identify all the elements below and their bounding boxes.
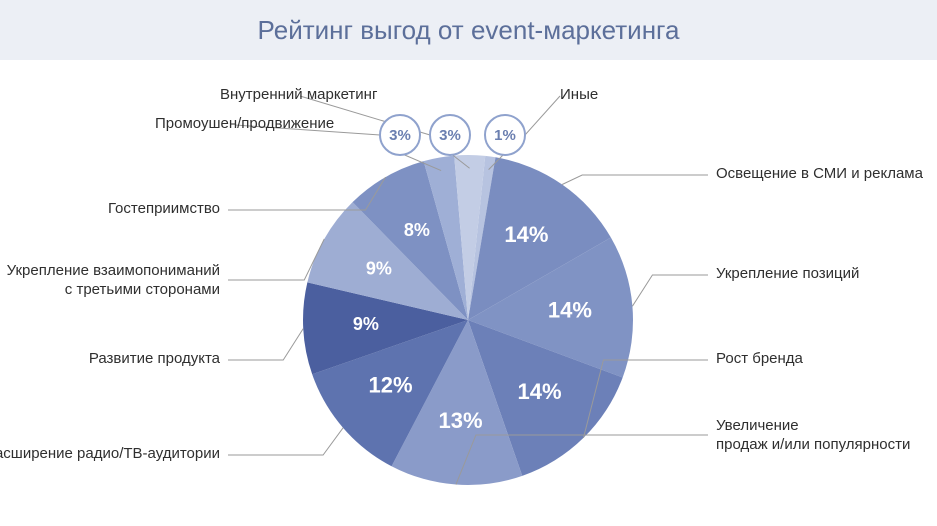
chart-title: Рейтинг выгод от event-маркетинга [258, 15, 680, 46]
slice-label: Развитие продукта [89, 350, 220, 369]
chart-area: 14% 14% 14% 13% 12% 9% 9% 8% 1% 3% 3% Иные Освещени… [0, 60, 937, 526]
chart-header: Рейтинг выгод от event-маркетинга [0, 0, 937, 60]
slice-label: Расширение радио/ТВ-аудитории [0, 445, 220, 464]
slice-label: Увеличениепродаж и/или популярности [716, 417, 910, 455]
slice-pct: 14% [504, 222, 548, 247]
slice-pct: 13% [438, 408, 482, 433]
slice-pct: 14% [518, 379, 562, 404]
pct-bubble: 3% [430, 115, 470, 155]
slice-label: Укрепление позиций [716, 265, 859, 284]
svg-text:3%: 3% [439, 127, 461, 144]
slice-pct: 9% [366, 259, 392, 279]
pct-bubble: 3% [380, 115, 420, 155]
svg-text:1%: 1% [494, 127, 516, 144]
slice-label: Иные [560, 86, 598, 105]
slice-pct: 9% [353, 314, 379, 334]
slice-pct: 8% [404, 220, 430, 240]
slice-label: Укрепление взаимопониманийс третьими сто… [7, 262, 220, 300]
slice-label: Промоушен/продвижение [155, 115, 334, 134]
slice-label: Освещение в СМИ и реклама [716, 165, 923, 184]
slice-pct: 12% [369, 373, 413, 398]
slice-pct: 14% [548, 297, 592, 322]
svg-text:3%: 3% [389, 127, 411, 144]
slice-label: Внутренний маркетинг [220, 86, 377, 105]
slice-label: Рост бренда [716, 350, 803, 369]
pct-bubble: 1% [485, 115, 525, 155]
slice-label: Гостеприимство [108, 200, 220, 219]
